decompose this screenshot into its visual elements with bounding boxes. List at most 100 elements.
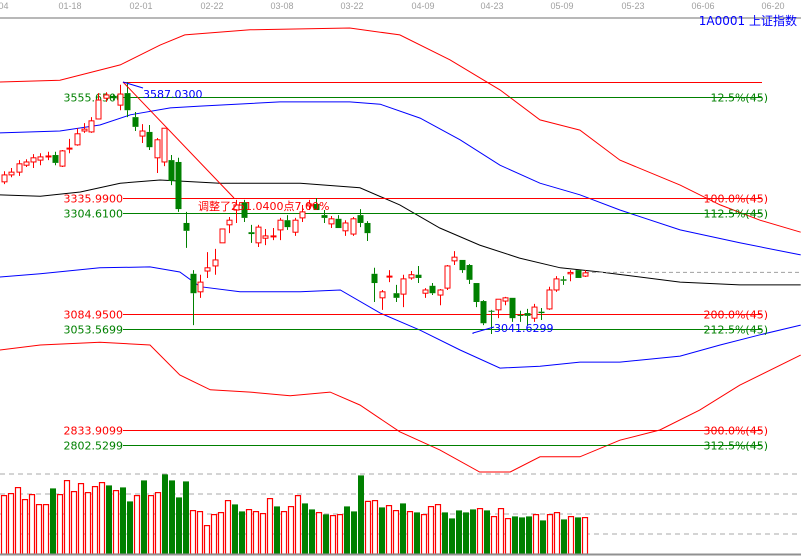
candle xyxy=(371,267,378,302)
candle-body xyxy=(379,291,386,299)
candle-body xyxy=(161,127,168,163)
candle xyxy=(350,216,357,236)
volume-bar xyxy=(274,506,280,554)
candle xyxy=(8,167,15,178)
candle xyxy=(270,228,277,241)
candle-body xyxy=(226,219,233,226)
volume-bar xyxy=(371,500,379,555)
time-tick-label: 01-18 xyxy=(58,1,81,11)
candle-body xyxy=(328,218,335,225)
candle-body xyxy=(212,259,219,267)
candle xyxy=(95,93,102,120)
candle-body xyxy=(560,279,567,281)
candle xyxy=(357,209,364,228)
candle xyxy=(393,284,400,302)
candle xyxy=(168,155,175,186)
volume-bar xyxy=(532,513,540,555)
volume-bar xyxy=(98,482,106,555)
band-upper-inner xyxy=(0,101,801,256)
candle xyxy=(204,252,211,278)
candle-body xyxy=(175,161,182,210)
candle xyxy=(59,149,66,168)
candle-body xyxy=(30,157,37,163)
volume-bar xyxy=(252,511,260,555)
candles xyxy=(1,82,589,335)
volume-bar xyxy=(567,515,575,555)
volume-bar xyxy=(106,485,112,554)
volume-bar xyxy=(414,512,420,554)
candle xyxy=(277,217,284,241)
volume-bar xyxy=(196,511,204,555)
volume-bar xyxy=(315,511,323,555)
candle-body xyxy=(546,289,553,310)
candle-body xyxy=(1,174,8,183)
volume-bar xyxy=(77,483,85,555)
band-upper-outer xyxy=(0,27,801,233)
candle-body xyxy=(357,215,364,223)
candle-body xyxy=(531,306,538,319)
volume-bar xyxy=(245,509,253,555)
volume-bar xyxy=(476,508,484,555)
candle-body xyxy=(37,156,44,161)
volume-bar xyxy=(14,487,22,555)
candle xyxy=(190,270,197,326)
candle-body xyxy=(219,228,226,244)
candle xyxy=(154,137,161,174)
candle-body xyxy=(59,150,66,167)
volume-bar xyxy=(232,504,238,554)
volume-bar xyxy=(512,516,518,554)
band-lower-inner xyxy=(0,266,801,369)
volume-bar xyxy=(224,500,232,555)
candle-body xyxy=(575,270,582,278)
candle-body xyxy=(132,117,139,127)
candle-body xyxy=(342,222,349,232)
candle-body xyxy=(23,161,30,166)
candle-body xyxy=(444,265,451,289)
volume-bar xyxy=(484,510,490,554)
candle xyxy=(567,270,574,282)
volume-bar xyxy=(553,511,561,555)
candle xyxy=(103,92,110,102)
volume-bar xyxy=(434,504,442,555)
candle-body xyxy=(371,273,378,284)
candle-body xyxy=(400,278,407,295)
volume-bar xyxy=(0,495,8,555)
fib-percent-label: 100.0%(45) xyxy=(703,193,768,206)
volume-bar xyxy=(183,481,189,554)
candle xyxy=(306,199,313,211)
candle xyxy=(488,309,495,335)
candle-body xyxy=(74,133,81,146)
candle xyxy=(175,157,182,212)
fib-price-label: 2833.9099 xyxy=(64,425,124,438)
candle-body xyxy=(284,220,291,228)
band-lower-outer xyxy=(0,341,801,473)
volume-bar xyxy=(266,498,274,555)
volume-bar xyxy=(336,513,344,555)
fib-price-label: 3084.9500 xyxy=(64,309,124,322)
candle-body xyxy=(393,293,400,298)
volume-bar xyxy=(91,486,99,555)
volume-bar xyxy=(358,475,364,554)
volume-bar xyxy=(470,509,476,554)
volume-bar xyxy=(84,492,92,555)
volume-bar xyxy=(364,500,372,555)
volume-bar xyxy=(154,492,162,555)
volume-bar xyxy=(344,506,350,554)
time-tick-label: 02-01 xyxy=(129,1,152,11)
candle xyxy=(459,259,466,273)
candle-body xyxy=(480,301,487,324)
candle-body xyxy=(183,222,190,231)
fib-price-label: 3053.5699 xyxy=(64,324,124,337)
candle-body xyxy=(190,273,197,294)
volume-bar xyxy=(176,497,182,554)
candle-body xyxy=(582,272,589,277)
volume-bar xyxy=(239,511,245,554)
candle xyxy=(313,198,320,211)
time-tick-label: 06-20 xyxy=(761,1,784,11)
volume-bar xyxy=(497,508,505,555)
volume-bar xyxy=(169,480,175,554)
candle xyxy=(226,216,233,234)
candle xyxy=(88,117,95,133)
annotations: 3587.0300 3041.6299 调整了251.0400点7.00% xyxy=(122,81,554,335)
candle-body xyxy=(277,219,284,231)
